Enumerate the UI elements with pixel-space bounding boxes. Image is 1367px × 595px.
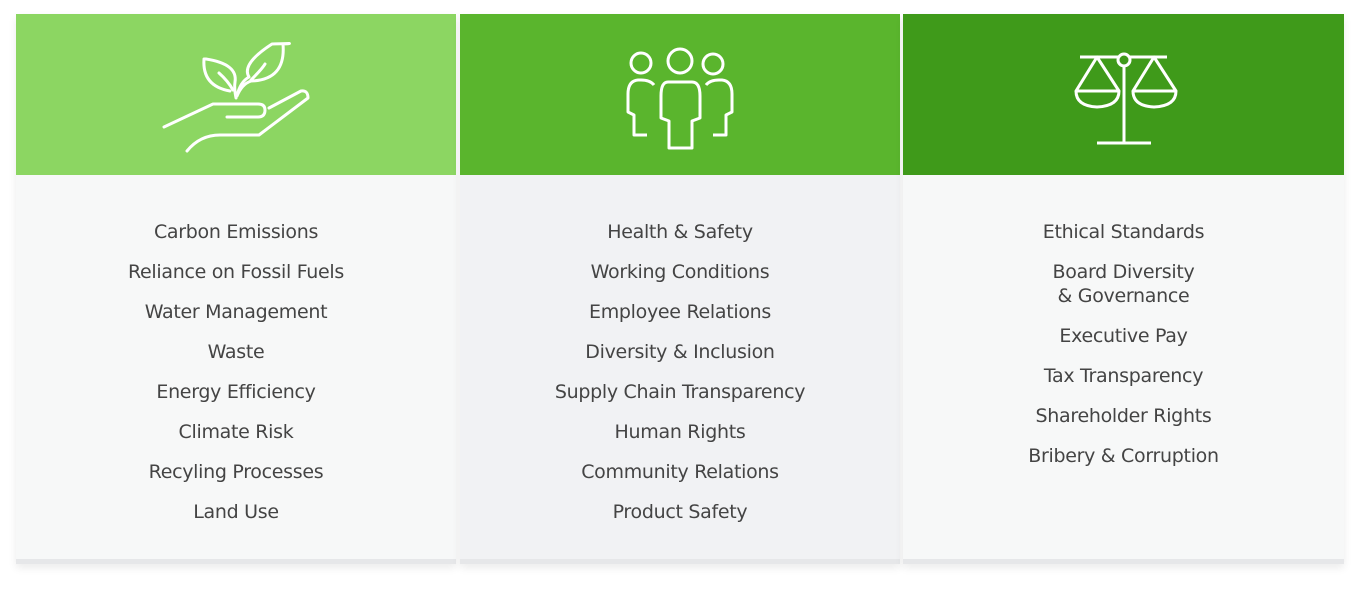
social-column: Health & Safety Working Conditions Emplo… — [460, 14, 900, 564]
hand-plant-icon — [162, 42, 310, 153]
list-item: Waste — [207, 341, 265, 363]
list-item: Human Rights — [614, 421, 746, 443]
list-item: Employee Relations — [589, 301, 771, 323]
environmental-column: Carbon Emissions Reliance on Fossil Fuel… — [16, 14, 456, 564]
list-item: Climate Risk — [178, 421, 294, 443]
list-item: Board Diversity & Governance — [1052, 261, 1195, 307]
list-item: Working Conditions — [590, 261, 770, 283]
list-item: Product Safety — [612, 501, 748, 523]
list-item: Shareholder Rights — [1035, 405, 1212, 427]
list-item: Ethical Standards — [1042, 221, 1205, 243]
list-item: Recyling Processes — [148, 461, 324, 483]
social-header — [460, 14, 900, 175]
environmental-list: Carbon Emissions Reliance on Fossil Fuel… — [16, 175, 456, 564]
list-item: Tax Transparency — [1043, 365, 1204, 387]
list-item: Carbon Emissions — [153, 221, 319, 243]
list-item: Supply Chain Transparency — [554, 381, 806, 403]
list-item: Land Use — [193, 501, 279, 523]
list-item: Executive Pay — [1059, 325, 1188, 347]
governance-list: Ethical Standards Board Diversity & Gove… — [903, 175, 1344, 564]
environmental-header — [16, 14, 456, 175]
list-item: Diversity & Inclusion — [585, 341, 775, 363]
list-item: Bribery & Corruption — [1028, 445, 1219, 467]
people-group-icon — [626, 47, 734, 150]
scales-icon — [1074, 52, 1178, 145]
list-item: Health & Safety — [607, 221, 753, 243]
governance-column: Ethical Standards Board Diversity & Gove… — [903, 14, 1344, 564]
list-item: Water Management — [144, 301, 328, 323]
list-item: Energy Efficiency — [156, 381, 316, 403]
list-item: Community Relations — [581, 461, 779, 483]
governance-header — [903, 14, 1344, 175]
social-list: Health & Safety Working Conditions Emplo… — [460, 175, 900, 564]
list-item: Reliance on Fossil Fuels — [127, 261, 345, 283]
